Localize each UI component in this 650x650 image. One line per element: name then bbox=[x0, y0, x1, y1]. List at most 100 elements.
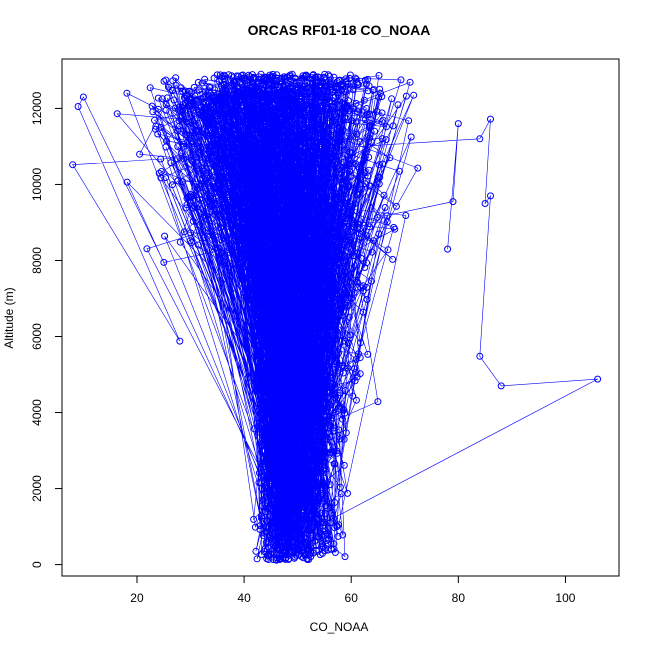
data-point bbox=[262, 481, 270, 489]
data-point bbox=[216, 95, 224, 103]
data-point bbox=[281, 387, 289, 395]
data-point bbox=[323, 159, 331, 167]
data-point bbox=[305, 485, 313, 492]
data-point bbox=[497, 382, 505, 390]
data-point bbox=[178, 149, 186, 157]
data-point bbox=[189, 97, 197, 105]
data-point bbox=[323, 105, 331, 113]
data-point bbox=[205, 121, 213, 129]
data-point bbox=[327, 303, 335, 310]
data-point bbox=[317, 493, 325, 501]
data-point bbox=[379, 116, 387, 124]
data-point bbox=[289, 184, 297, 191]
data-point bbox=[176, 337, 184, 345]
data-point bbox=[267, 481, 275, 489]
data-point bbox=[278, 445, 286, 453]
data-point bbox=[324, 83, 331, 91]
data-point bbox=[245, 151, 253, 159]
data-point bbox=[254, 225, 262, 233]
data-point bbox=[158, 95, 166, 103]
data-point bbox=[258, 213, 266, 221]
data-point bbox=[307, 314, 315, 322]
data-point bbox=[296, 451, 304, 459]
data-point bbox=[259, 496, 267, 504]
data-point bbox=[374, 398, 382, 406]
data-point bbox=[206, 84, 214, 92]
data-point bbox=[363, 259, 371, 267]
data-point bbox=[274, 466, 281, 474]
data-point bbox=[364, 75, 372, 83]
data-point bbox=[335, 349, 343, 357]
data-point bbox=[313, 459, 321, 467]
data-point bbox=[255, 479, 263, 487]
data-point bbox=[154, 94, 162, 102]
data-point bbox=[250, 515, 258, 523]
data-point bbox=[360, 96, 368, 104]
data-point bbox=[306, 104, 314, 112]
data-point bbox=[273, 490, 280, 498]
data-point bbox=[288, 370, 296, 378]
data-point bbox=[261, 394, 269, 402]
data-point bbox=[201, 75, 209, 83]
data-point bbox=[313, 441, 320, 449]
data-point bbox=[287, 78, 295, 86]
data-point bbox=[248, 292, 256, 300]
data-point bbox=[297, 409, 305, 417]
data-point bbox=[284, 129, 292, 137]
data-point bbox=[232, 106, 240, 114]
data-point bbox=[253, 159, 261, 167]
data-point bbox=[256, 91, 264, 99]
data-point bbox=[210, 183, 217, 191]
data-point bbox=[342, 114, 350, 122]
data-point bbox=[296, 298, 304, 306]
data-point bbox=[291, 273, 298, 281]
data-point bbox=[284, 472, 292, 480]
data-point bbox=[279, 268, 287, 276]
data-point bbox=[316, 129, 324, 137]
data-point bbox=[196, 144, 204, 151]
data-point bbox=[193, 184, 201, 192]
data-point bbox=[303, 78, 311, 86]
data-point bbox=[286, 192, 294, 200]
data-point bbox=[297, 487, 305, 495]
data-point bbox=[324, 296, 332, 304]
data-point bbox=[274, 527, 282, 535]
data-point bbox=[244, 374, 252, 382]
data-point bbox=[278, 510, 286, 518]
data-point bbox=[256, 373, 264, 381]
data-point bbox=[152, 125, 159, 133]
data-point bbox=[286, 162, 294, 170]
data-point bbox=[277, 256, 285, 264]
data-point bbox=[301, 186, 309, 194]
data-point bbox=[236, 137, 244, 145]
data-point bbox=[350, 252, 358, 259]
data-point bbox=[351, 200, 359, 208]
data-point bbox=[282, 325, 290, 333]
data-point bbox=[299, 365, 307, 373]
data-point bbox=[219, 118, 227, 126]
data-point bbox=[366, 223, 374, 231]
data-point bbox=[289, 91, 297, 99]
data-point bbox=[308, 363, 316, 371]
data-point bbox=[361, 116, 369, 124]
data-point bbox=[321, 510, 329, 517]
data-point bbox=[298, 497, 305, 505]
data-point bbox=[348, 149, 356, 157]
data-point bbox=[330, 353, 338, 361]
data-point bbox=[266, 299, 274, 307]
data-point bbox=[328, 273, 336, 280]
data-point bbox=[285, 292, 293, 300]
data-point bbox=[240, 165, 248, 173]
data-point bbox=[379, 160, 387, 168]
data-point bbox=[305, 435, 312, 443]
data-point bbox=[228, 102, 236, 110]
data-point bbox=[267, 166, 274, 174]
data-point bbox=[414, 164, 422, 172]
data-point bbox=[285, 122, 293, 130]
data-point bbox=[295, 162, 303, 170]
data-point bbox=[302, 238, 310, 245]
data-point bbox=[136, 150, 144, 158]
data-point bbox=[396, 167, 403, 175]
data-point bbox=[204, 159, 212, 167]
data-point bbox=[291, 415, 299, 423]
